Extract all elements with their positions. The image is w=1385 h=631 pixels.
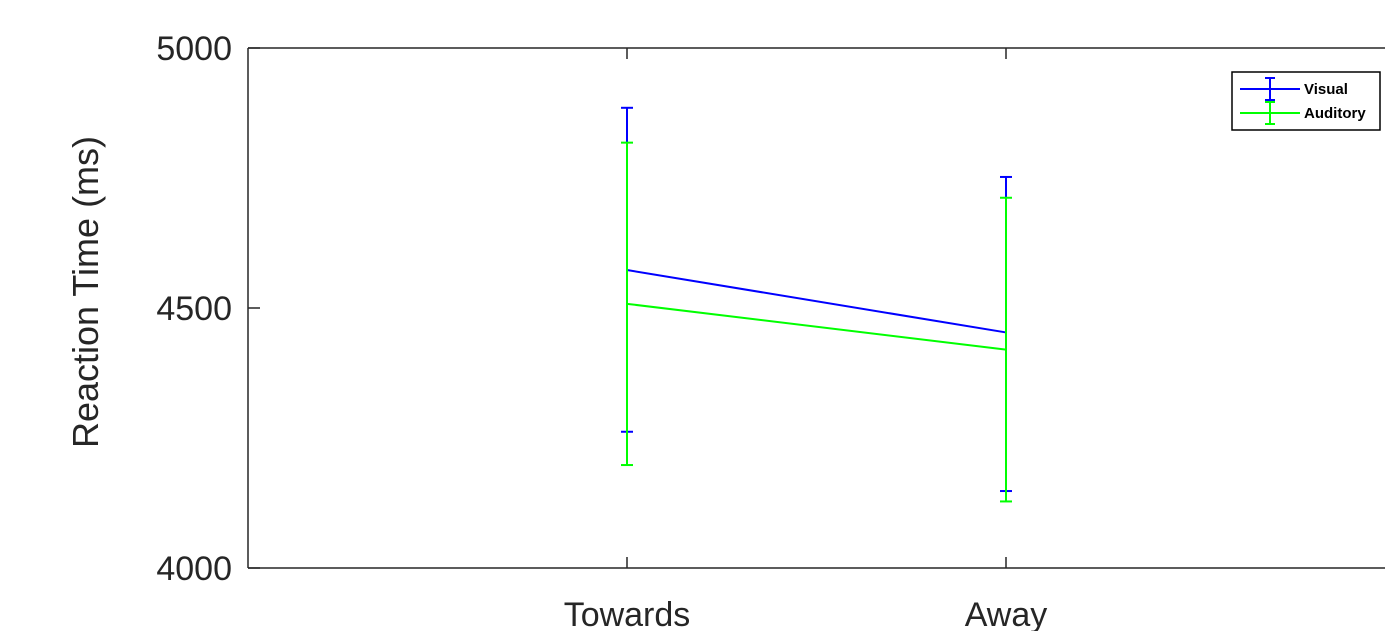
- series-line-visual: [626, 269, 1007, 334]
- y-axis-label: Reaction Time (ms): [65, 136, 106, 448]
- y-tick-label: 4000: [156, 550, 232, 588]
- x-tick-label: Away: [965, 596, 1048, 631]
- y-tick-label: 5000: [156, 30, 232, 68]
- chart-marks: [621, 106, 1012, 503]
- series-line-auditory: [626, 302, 1007, 351]
- legend-label-visual: Visual: [1304, 81, 1348, 98]
- legend-label-auditory: Auditory: [1304, 105, 1366, 122]
- legend-box: [1231, 71, 1381, 131]
- axes: 4000 4500 5000 Towards Away: [156, 30, 1385, 631]
- y-tick-label: 4500: [156, 290, 232, 328]
- legend: Visual Auditory: [1231, 71, 1381, 131]
- x-tick-label: Towards: [564, 596, 691, 631]
